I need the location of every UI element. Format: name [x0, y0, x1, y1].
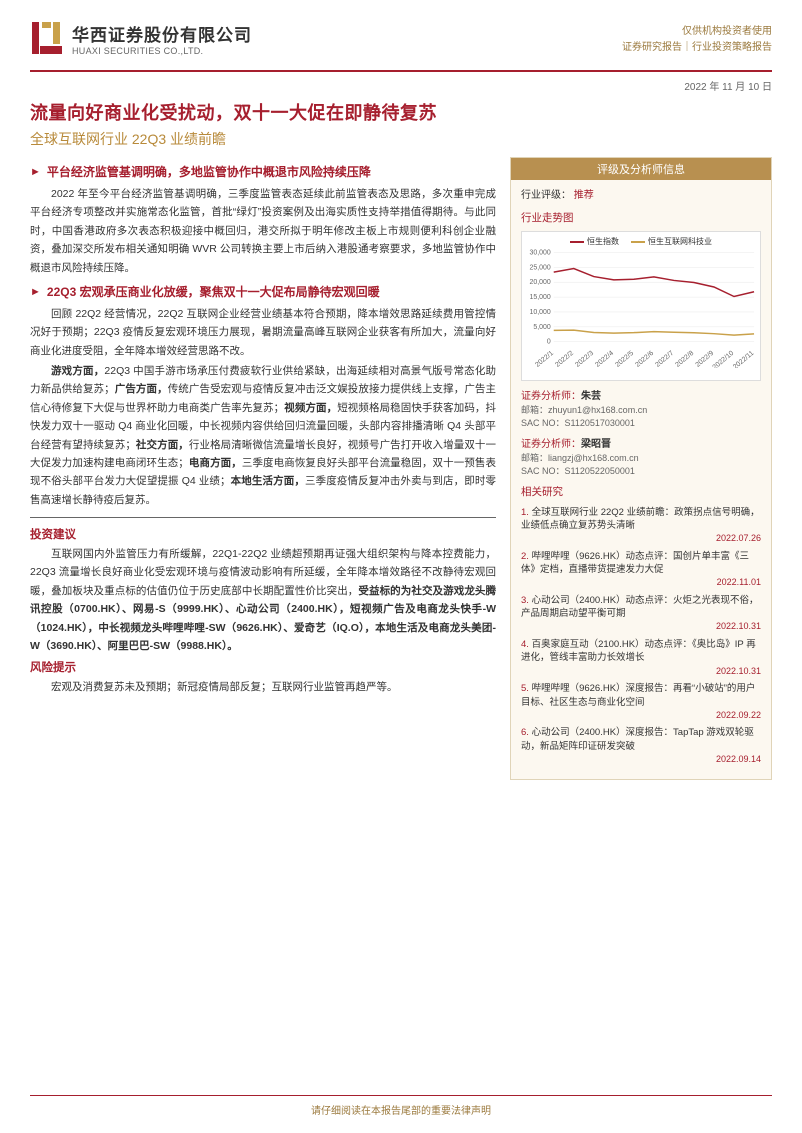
rating-value: 推荐	[574, 190, 594, 201]
header-right-line1: 仅供机构投资者使用	[622, 24, 772, 40]
title-sub: 全球互联网行业 22Q3 业绩前瞻	[0, 127, 802, 157]
related-num: 4.	[521, 639, 532, 650]
legend-label: 恒生互联网科技业	[648, 236, 712, 248]
legend-label: 恒生指数	[587, 236, 619, 248]
svg-text:2022/2: 2022/2	[554, 349, 575, 367]
related-item: 4. 百奥家庭互动（2100.HK）动态点评：《奥比岛》IP 再进化，管线丰富助…	[521, 638, 761, 677]
svg-text:2022/11: 2022/11	[732, 349, 755, 367]
divider	[30, 517, 496, 518]
body-para: 2022 年至今平台经济监管基调明确，三季度监管表态延续此前监管表态及思路，多次…	[30, 185, 496, 277]
rating-label: 行业评级：	[521, 190, 571, 201]
related-item: 3. 心动公司（2400.HK）动态点评：火炬之光表现不俗，产品周期启动望平衡可…	[521, 594, 761, 633]
invest-para: 互联网国内外监管压力有所缓解，22Q1-22Q2 业绩超预期再证强大组织架构与降…	[30, 545, 496, 655]
legend-item: 恒生指数	[570, 236, 619, 248]
section-heading: ► 平台经济监管基调明确，多地监管协作中概退市风险持续压降	[30, 163, 496, 181]
related-title: 相关研究	[521, 485, 761, 501]
svg-text:20,000: 20,000	[530, 279, 551, 286]
svg-text:15,000: 15,000	[530, 294, 551, 301]
legend-swatch	[631, 241, 645, 243]
related-num: 5.	[521, 683, 532, 694]
header-right-line2: 证券研究报告｜行业投资策略报告	[622, 40, 772, 56]
related-text: 哔哩哔哩（9626.HK）深度报告：再看“小破站”的用户目标、社区生态与商业化空…	[521, 683, 755, 707]
svg-text:0: 0	[547, 338, 551, 345]
heading-text: 平台经济监管基调明确，多地监管协作中概退市风险持续压降	[47, 163, 371, 181]
svg-text:5,000: 5,000	[533, 324, 551, 331]
related-item: 1. 全球互联网行业 22Q2 业绩前瞻：政策拐点信号明确，业绩低点确立复苏势头…	[521, 506, 761, 545]
report-date: 2022 年 11 月 10 日	[0, 72, 802, 97]
svg-text:30,000: 30,000	[530, 249, 551, 256]
body-para: 游戏方面，22Q3 中国手游市场承压付费疲软行业供给紧缺，出海延续相对高景气版号…	[30, 362, 496, 509]
related-text: 全球互联网行业 22Q2 业绩前瞻：政策拐点信号明确，业绩低点确立复苏势头清晰	[521, 507, 760, 531]
svg-text:2022/4: 2022/4	[594, 349, 615, 367]
rating-row: 行业评级： 推荐	[521, 188, 761, 203]
risk-label: 风险提示	[30, 659, 496, 675]
related-date: 2022.10.31	[521, 665, 761, 678]
analyst-label: 证券分析师：	[521, 391, 581, 402]
analyst-email: 邮箱：zhuyun1@hx168.com.cn	[521, 404, 761, 418]
analyst-name: 朱芸	[581, 391, 601, 402]
company-name-en: HUAXI SECURITIES CO.,LTD.	[72, 46, 252, 56]
section-heading: ► 22Q3 宏观承压商业化放缓，聚焦双十一大促布局静待宏观回暖	[30, 283, 496, 301]
logo-area: 华西证券股份有限公司 HUAXI SECURITIES CO.,LTD.	[30, 18, 252, 58]
related-item: 5. 哔哩哔哩（9626.HK）深度报告：再看“小破站”的用户目标、社区生态与商…	[521, 682, 761, 721]
chart-title: 行业走势图	[521, 211, 761, 227]
related-item: 6. 心动公司（2400.HK）深度报告：TapTap 游戏双轮驱动，新品矩阵印…	[521, 726, 761, 765]
svg-text:2022/3: 2022/3	[574, 349, 595, 367]
related-date: 2022.10.31	[521, 620, 761, 633]
svg-text:2022/5: 2022/5	[614, 349, 635, 367]
related-date: 2022.09.14	[521, 753, 761, 766]
related-text: 哔哩哔哩（9626.HK）动态点评：国创片单丰富《三体》定档，直播带货提速发力大…	[521, 551, 749, 575]
line-chart: 0 5,000 10,000 15,000 20,000 25,000 30,000 2022…	[522, 248, 760, 368]
related-date: 2022.09.22	[521, 709, 761, 722]
arrow-icon: ►	[30, 164, 41, 181]
related-num: 1.	[521, 507, 532, 518]
company-name-cn: 华西证券股份有限公司	[72, 21, 252, 46]
legend-item: 恒生互联网科技业	[631, 236, 712, 248]
invest-label: 投资建议	[30, 526, 496, 542]
svg-text:25,000: 25,000	[530, 264, 551, 271]
heading-text: 22Q3 宏观承压商业化放缓，聚焦双十一大促布局静待宏观回暖	[47, 283, 380, 301]
body-para: 回顾 22Q2 经营情况，22Q2 互联网企业经营业绩基本符合预期，降本增效思路…	[30, 305, 496, 360]
analyst-sac: SAC NO：S1120522050001	[521, 465, 761, 479]
header-right: 仅供机构投资者使用 证券研究报告｜行业投资策略报告	[622, 18, 772, 56]
svg-text:2022/1: 2022/1	[534, 349, 555, 367]
svg-text:10,000: 10,000	[530, 309, 551, 316]
related-text: 心动公司（2400.HK）动态点评：火炬之光表现不俗，产品周期启动望平衡可期	[521, 595, 759, 619]
chart-legend: 恒生指数 恒生互联网科技业	[522, 232, 760, 248]
analyst-block: 证券分析师：朱芸邮箱：zhuyun1@hx168.com.cnSAC NO：S1…	[521, 389, 761, 431]
analyst-name: 梁昭晋	[581, 439, 611, 450]
title-main: 流量向好商业化受扰动，双十一大促在即静待复苏	[0, 97, 802, 127]
analyst-sac: SAC NO：S1120517030001	[521, 417, 761, 431]
left-column: ► 平台经济监管基调明确，多地监管协作中概退市风险持续压降 2022 年至今平台经济…	[30, 157, 510, 780]
related-date: 2022.07.26	[521, 532, 761, 545]
analyst-email: 邮箱：liangzj@hx168.com.cn	[521, 452, 761, 466]
footer-legal: 请仔细阅读在本报告尾部的重要法律声明	[30, 1095, 772, 1117]
svg-text:2022/7: 2022/7	[654, 349, 675, 367]
related-num: 3.	[521, 595, 532, 606]
related-text: 心动公司（2400.HK）深度报告：TapTap 游戏双轮驱动，新品矩阵印证研发…	[521, 727, 754, 751]
svg-text:2022/6: 2022/6	[634, 349, 655, 367]
right-column: 评级及分析师信息 行业评级： 推荐 行业走势图 恒生指数 恒生互联网科技业 0 5,…	[510, 157, 772, 780]
risk-para: 宏观及消费复苏未及预期；新冠疫情局部反复；互联网行业监管再趋严等。	[30, 678, 496, 696]
related-date: 2022.11.01	[521, 576, 761, 589]
logo-icon	[30, 18, 64, 58]
svg-text:2022/8: 2022/8	[674, 349, 695, 367]
analyst-block: 证券分析师：梁昭晋邮箱：liangzj@hx168.com.cnSAC NO：S…	[521, 437, 761, 479]
related-item: 2. 哔哩哔哩（9626.HK）动态点评：国创片单丰富《三体》定档，直播带货提速…	[521, 550, 761, 589]
arrow-icon: ►	[30, 284, 41, 301]
analyst-label: 证券分析师：	[521, 439, 581, 450]
chart-box: 恒生指数 恒生互联网科技业 0 5,000 10,000 15,000 20,000 25,…	[521, 231, 761, 381]
sidebar-header: 评级及分析师信息	[511, 158, 771, 180]
legend-swatch	[570, 241, 584, 243]
related-num: 2.	[521, 551, 532, 562]
related-text: 百奥家庭互动（2100.HK）动态点评：《奥比岛》IP 再进化，管线丰富助力长效…	[521, 639, 756, 663]
related-num: 6.	[521, 727, 532, 738]
